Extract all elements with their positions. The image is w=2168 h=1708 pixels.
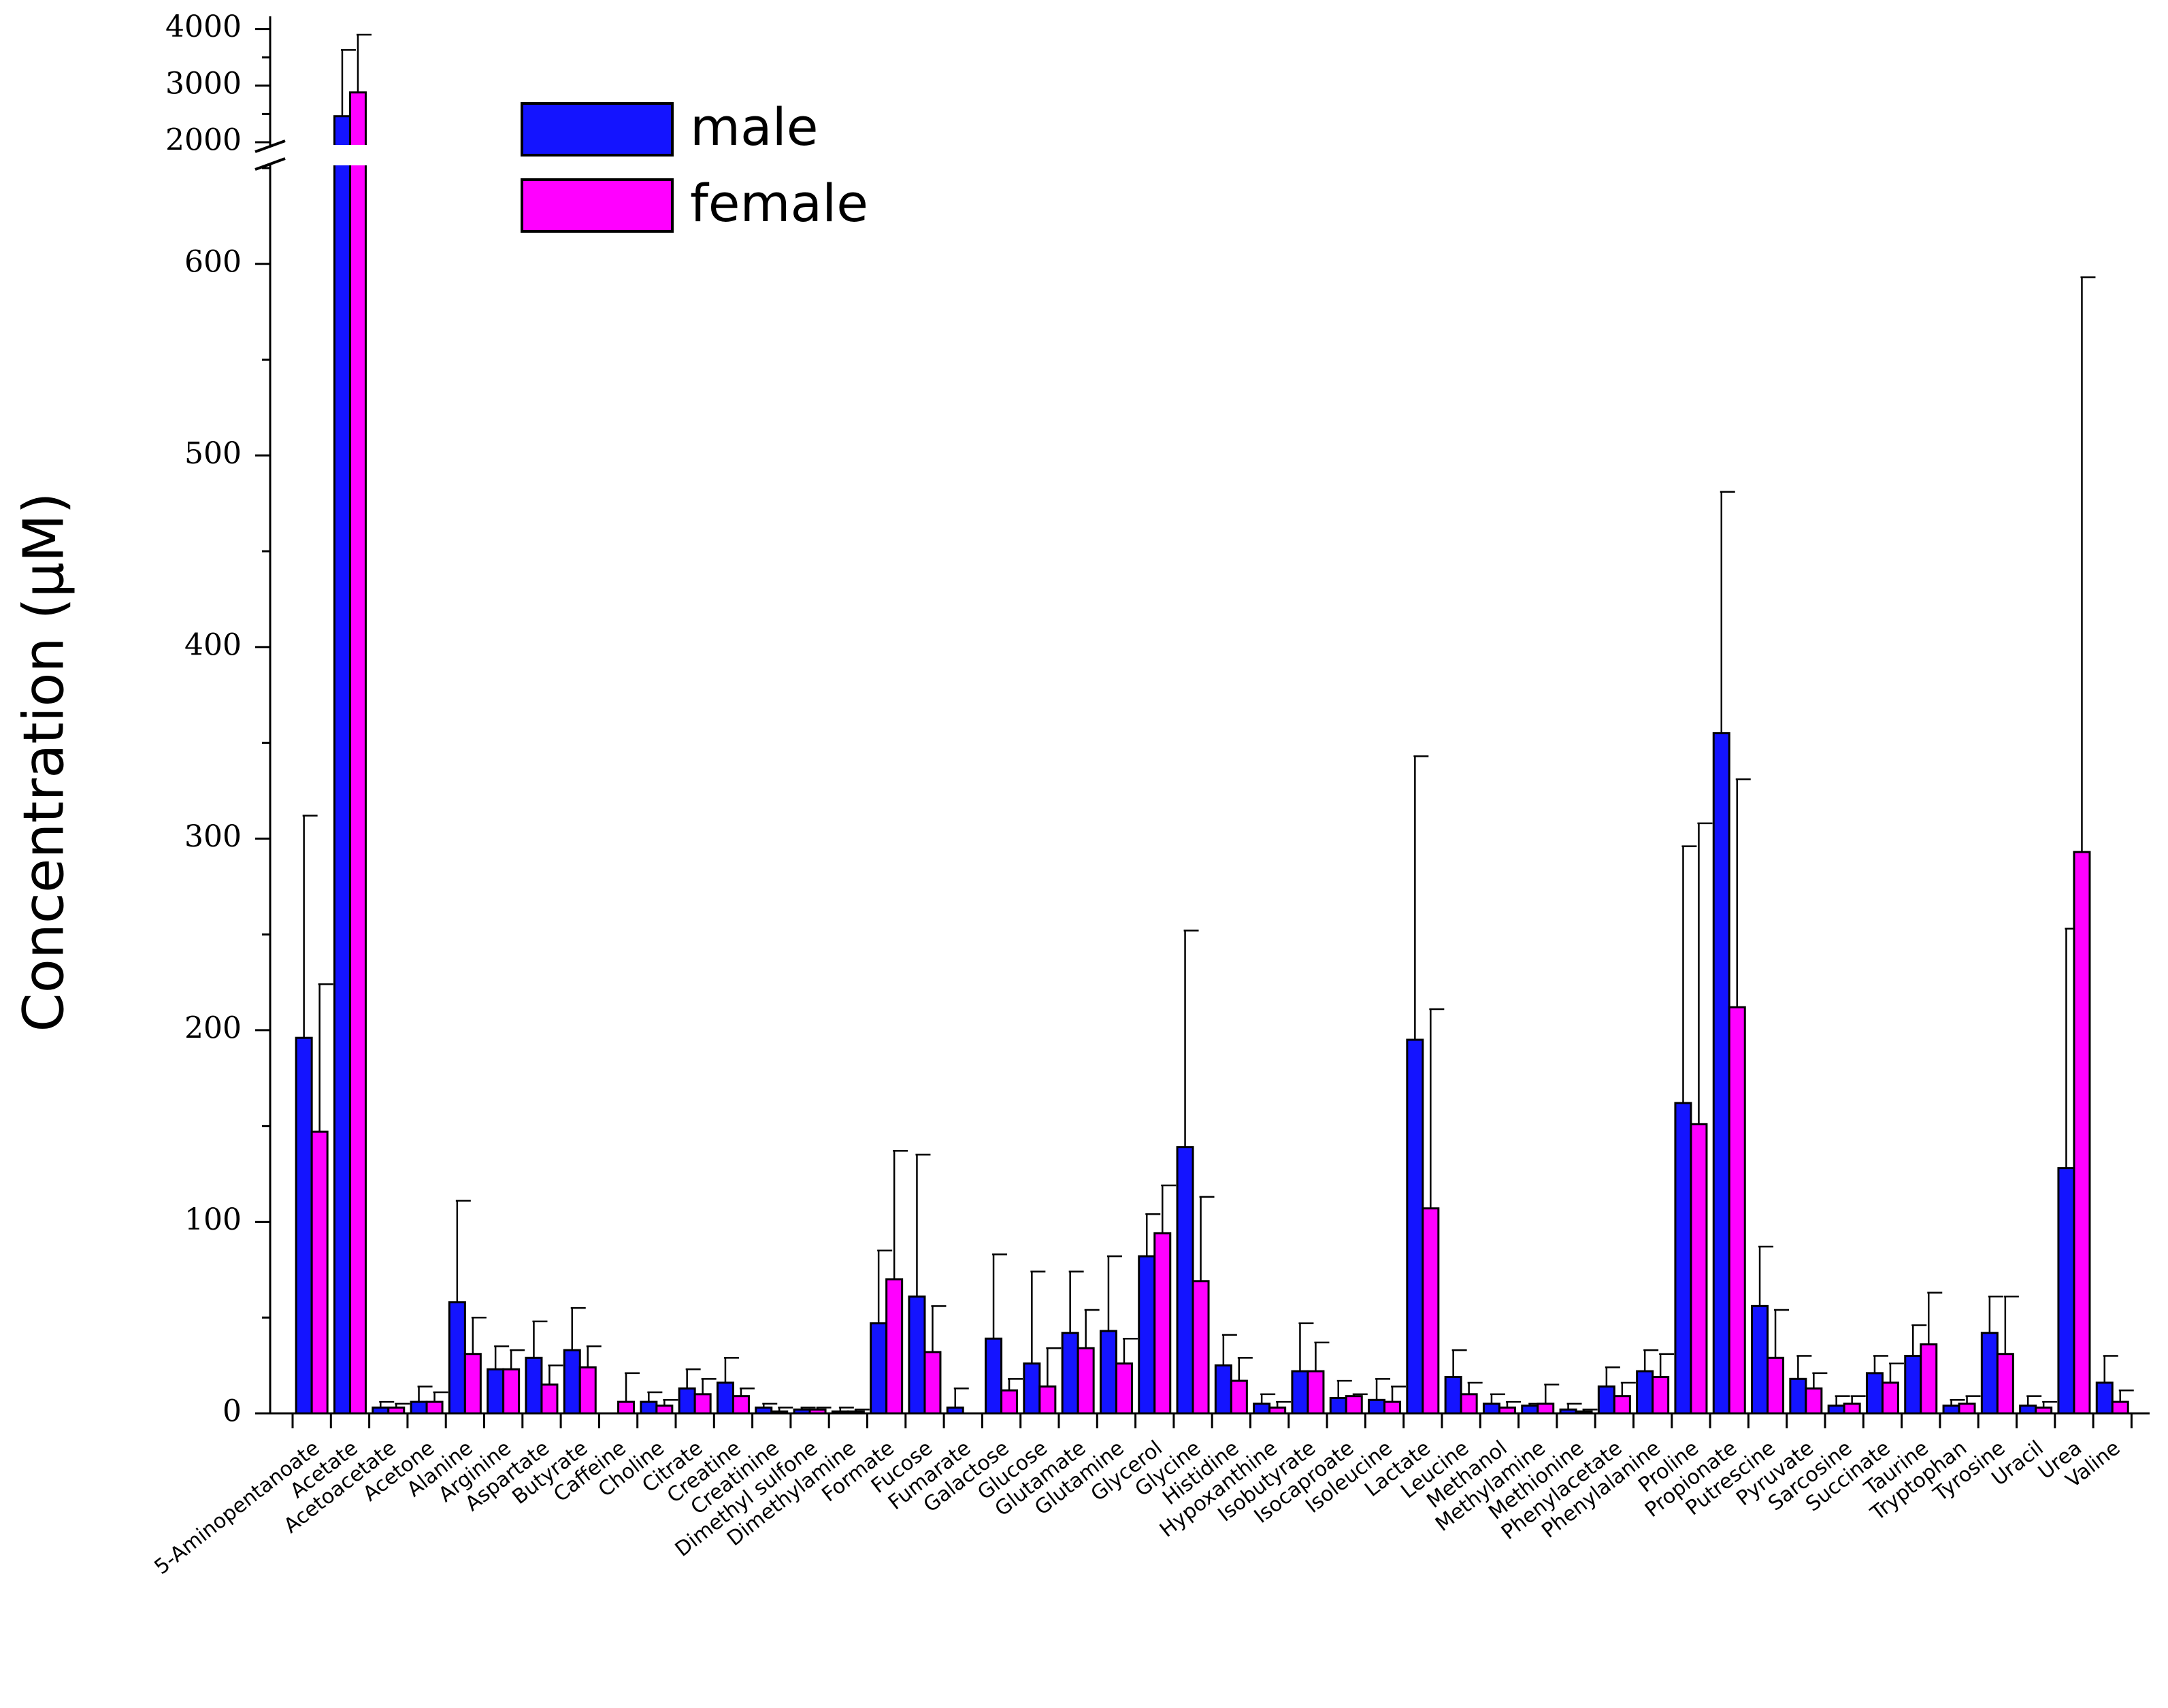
bar <box>1383 1400 1402 1415</box>
bar <box>1482 1402 1500 1415</box>
bar <box>1881 1381 1899 1415</box>
bar <box>693 1393 712 1415</box>
bar <box>1153 1232 1172 1415</box>
bar <box>348 91 367 1415</box>
bar <box>1214 1364 1232 1415</box>
bar <box>655 1405 674 1415</box>
legend-label: female <box>690 173 868 233</box>
bar <box>1805 1387 1823 1415</box>
bar <box>1636 1370 1654 1415</box>
bar <box>1767 1356 1785 1415</box>
bar <box>310 1130 329 1415</box>
bar <box>1230 1379 1248 1415</box>
y-tick-label: 3000 <box>165 66 242 101</box>
bar <box>1406 1038 1424 1415</box>
bar <box>1827 1405 1845 1415</box>
bar <box>1329 1396 1347 1415</box>
bar <box>1038 1385 1057 1415</box>
y-tick-label: 200 <box>184 1011 242 1045</box>
bar <box>732 1395 750 1415</box>
bar <box>295 1036 313 1415</box>
bar <box>1115 1362 1133 1415</box>
bar <box>1444 1376 1462 1415</box>
bar <box>1061 1332 1079 1415</box>
bar <box>1865 1372 1884 1415</box>
bar <box>1904 1355 1922 1415</box>
bar <box>1958 1402 1976 1415</box>
bar <box>1253 1402 1271 1415</box>
bar <box>448 1301 466 1415</box>
bar <box>1942 1405 1960 1415</box>
bar <box>540 1383 559 1415</box>
y-tick-label: 2000 <box>165 123 242 158</box>
bar <box>1674 1102 1692 1415</box>
bar <box>2057 1167 2075 1415</box>
bar <box>870 1322 888 1415</box>
bar <box>1843 1402 1861 1415</box>
bar <box>1000 1389 1019 1415</box>
y-tick-label: 400 <box>184 627 242 662</box>
bar <box>333 115 351 1415</box>
bar <box>1291 1370 1309 1415</box>
bar <box>1192 1280 1210 1415</box>
bar <box>1980 1332 1999 1415</box>
bar <box>923 1351 942 1415</box>
bar <box>525 1356 543 1415</box>
bar <box>640 1400 658 1415</box>
bar <box>2019 1405 2037 1415</box>
bar <box>1099 1330 1117 1415</box>
bar <box>908 1295 926 1415</box>
bar <box>1176 1146 1194 1415</box>
legend-label: male <box>690 97 818 157</box>
bar <box>463 1353 482 1415</box>
bar <box>487 1368 505 1415</box>
bar <box>1920 1343 1938 1415</box>
bar <box>716 1381 734 1415</box>
bar <box>1712 732 1730 1415</box>
bar <box>1023 1362 1041 1415</box>
legend-swatch <box>521 102 674 157</box>
bar <box>617 1400 636 1415</box>
bar <box>1345 1395 1363 1415</box>
y-axis-label: Concentration (µM) <box>12 492 76 1032</box>
bar <box>1996 1353 2014 1415</box>
bar <box>1789 1377 1807 1415</box>
y-tick-label: 4000 <box>165 10 242 44</box>
bar <box>1460 1393 1478 1415</box>
bar <box>2095 1381 2114 1415</box>
y-tick-label: 100 <box>184 1202 242 1237</box>
bar <box>1613 1395 1631 1415</box>
bar <box>678 1387 696 1415</box>
bar <box>502 1368 521 1415</box>
bar <box>885 1278 904 1415</box>
bar <box>578 1366 597 1415</box>
bar <box>1537 1402 1555 1415</box>
y-tick-label: 600 <box>184 244 242 279</box>
bar <box>410 1400 428 1415</box>
bar <box>2073 851 2091 1415</box>
bar <box>1307 1370 1325 1415</box>
bar <box>1751 1304 1769 1415</box>
bar <box>1422 1207 1440 1415</box>
bar <box>563 1349 581 1415</box>
bar <box>1521 1405 1539 1415</box>
y-tick-label: 0 <box>223 1394 242 1429</box>
bar <box>1652 1376 1670 1415</box>
y-tick-label: 300 <box>184 819 242 854</box>
bar <box>1597 1385 1615 1415</box>
bar <box>1077 1347 1095 1415</box>
legend-swatch <box>521 178 674 233</box>
bar <box>425 1400 444 1415</box>
bar <box>1690 1123 1708 1415</box>
bar <box>1138 1255 1156 1415</box>
bar <box>2111 1400 2129 1415</box>
y-tick-label: 500 <box>184 436 242 471</box>
bar <box>985 1337 1003 1415</box>
bar <box>1728 1006 1746 1415</box>
bar <box>1368 1398 1386 1415</box>
